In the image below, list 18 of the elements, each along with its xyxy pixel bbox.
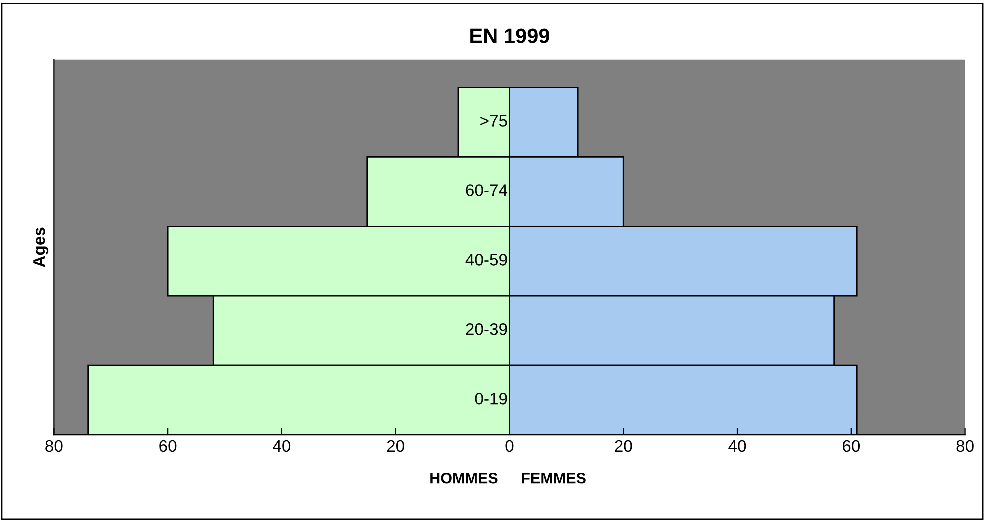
x-tick-label: 0	[506, 440, 514, 452]
x-tick-label: 60	[160, 440, 177, 452]
x-tick-label: 60	[842, 440, 860, 452]
y-tick-label: 60-74	[466, 184, 508, 196]
x-tick-label: 40	[273, 440, 291, 452]
x-tick-label: 40	[728, 440, 746, 452]
y-tick-label: 20-39	[466, 324, 508, 336]
y-axis-title: Ages	[34, 228, 49, 268]
x-tick-label: 80	[956, 440, 974, 452]
x-tick-label: 80	[46, 440, 63, 452]
x-tick-label: 20	[615, 440, 632, 452]
text: FEMMES	[522, 472, 586, 484]
y-tick-label: 40-59	[466, 254, 508, 266]
y-tick-label: >75	[480, 115, 508, 127]
text: HOMMES	[430, 472, 498, 484]
chart-title: EN 1999	[470, 28, 550, 44]
y-tick-label: 0-19	[475, 392, 508, 405]
x-tick-label: 20	[387, 440, 404, 452]
